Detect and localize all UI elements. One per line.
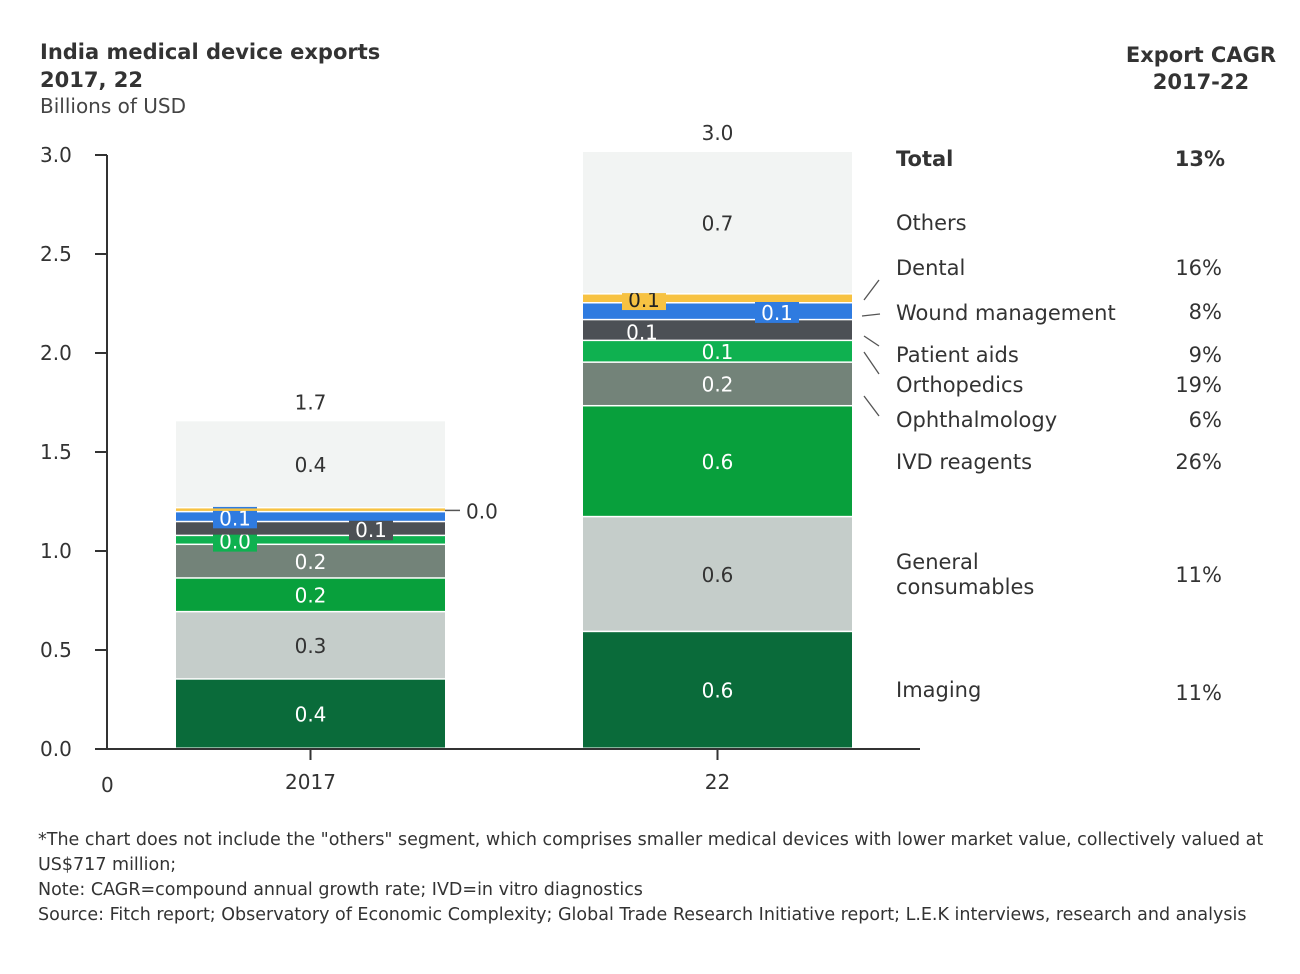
- subtitle-line: 2017, 22: [40, 68, 143, 92]
- legend-cagr: 11%: [1175, 563, 1222, 587]
- cagr-header-line1: Export CAGR: [1125, 43, 1276, 67]
- bar-total-label: 1.7: [295, 390, 327, 414]
- bar-value-label: 0.1: [761, 301, 793, 325]
- footnote-note: Note: CAGR=compound annual growth rate; …: [38, 880, 643, 900]
- footnotes: *The chart does not include the "others"…: [38, 828, 1268, 928]
- legend-total-label: Total: [896, 147, 953, 171]
- bar-segment-imaging: [176, 679, 445, 748]
- legend-label: Patient aids: [896, 343, 1019, 367]
- y-tick-label: 3.0: [40, 143, 72, 167]
- legend-label: consumables: [896, 575, 1034, 599]
- y-tick-label: 0.0: [40, 737, 72, 761]
- bar-segment-others: [583, 152, 852, 294]
- legend-label: Orthopedics: [896, 373, 1023, 397]
- cagr-header-line2: 2017-22: [1152, 70, 1250, 94]
- legend-connector-line: [861, 313, 881, 317]
- value-label-box: [755, 300, 799, 323]
- y-axis-unit: Billions of USD: [40, 94, 187, 118]
- bar-value-label: 0.4: [295, 702, 327, 726]
- legend-cagr: 16%: [1175, 256, 1222, 280]
- legend-label: Dental: [896, 256, 965, 280]
- legend-label: IVD reagents: [896, 450, 1032, 474]
- bar-segment-ivd-reagents: [176, 578, 445, 611]
- y-tick-label: 1.5: [40, 440, 72, 464]
- bar-value-label: 0.2: [295, 550, 327, 574]
- y-tick-label: 2.5: [40, 242, 72, 266]
- bar-segment-dental: [583, 294, 852, 302]
- footnote-others: *The chart does not include the "others"…: [38, 830, 1264, 875]
- legend-connector-line: [863, 279, 880, 301]
- legend-cagr: 9%: [1189, 343, 1222, 367]
- y-tick-label: 2.0: [40, 341, 72, 365]
- y-tick-label: 0.5: [40, 638, 72, 662]
- legend-cagr: 26%: [1175, 450, 1222, 474]
- cagr-header: Export CAGR 2017-22: [1126, 42, 1276, 96]
- value-label-box: [622, 288, 666, 311]
- bar-value-label: 0.0: [466, 499, 498, 523]
- bar-segment-others: [176, 421, 445, 507]
- legend-label: Ophthalmology: [896, 408, 1057, 432]
- footnote-source: Source: Fitch report; Observatory of Eco…: [38, 905, 1247, 925]
- bar-value-label: 0.2: [702, 373, 734, 397]
- chart-title: India medical device exports 2017, 22: [40, 38, 380, 94]
- value-label-box: [213, 529, 257, 552]
- bar-segment-imaging: [583, 632, 852, 748]
- legend-label: Others: [896, 211, 967, 235]
- bar-segment-dental: [176, 508, 445, 511]
- bar-value-label: 0.2: [295, 584, 327, 608]
- legend-connector-line: [863, 395, 880, 417]
- legend-label: General: [896, 550, 979, 574]
- legend-cagr: 6%: [1189, 408, 1222, 432]
- legend-total-cagr: 13%: [1175, 147, 1225, 171]
- bar-value-label: 0.1: [702, 340, 734, 364]
- bar-segment-orthopedics: [583, 341, 852, 362]
- x-origin-label: 0: [101, 773, 114, 797]
- legend-label: Wound management: [896, 301, 1116, 325]
- bar-total-label: 3.0: [702, 121, 734, 145]
- bar-segment-orthopedics: [176, 536, 445, 544]
- bar-value-label: 0.4: [295, 453, 327, 477]
- bar-segment-general-consumables: [176, 612, 445, 679]
- bar-segment-ivd-reagents: [583, 406, 852, 516]
- legend-label: Imaging: [896, 678, 981, 702]
- bar-segment-general-consumables: [583, 517, 852, 631]
- bar-value-label: 0.6: [702, 563, 734, 587]
- bar-segment-ophthalmology: [583, 362, 852, 405]
- x-tick-label: 22: [705, 770, 730, 794]
- bar-value-label: 0.7: [702, 211, 734, 235]
- bar-value-label: 0.6: [702, 679, 734, 703]
- bar-value-label: 0.3: [295, 634, 327, 658]
- value-label-box: [349, 518, 393, 541]
- bar-value-label: 0.1: [355, 518, 387, 542]
- bar-value-label: 0.1: [626, 321, 658, 345]
- title-line: India medical device exports: [40, 40, 381, 64]
- legend-cagr: 11%: [1175, 681, 1222, 705]
- x-tick-label: 2017: [285, 770, 336, 794]
- bar-value-label: 0.6: [702, 450, 734, 474]
- legend-connector-line: [863, 351, 880, 375]
- bar-segment-patient-aids: [583, 320, 852, 340]
- legend-cagr: 8%: [1189, 300, 1222, 324]
- legend-cagr: 19%: [1175, 373, 1222, 397]
- y-tick-label: 1.0: [40, 539, 72, 563]
- bar-segment-wound-management: [176, 512, 445, 521]
- legend-connector-line: [863, 335, 880, 347]
- value-label-box: [213, 506, 257, 529]
